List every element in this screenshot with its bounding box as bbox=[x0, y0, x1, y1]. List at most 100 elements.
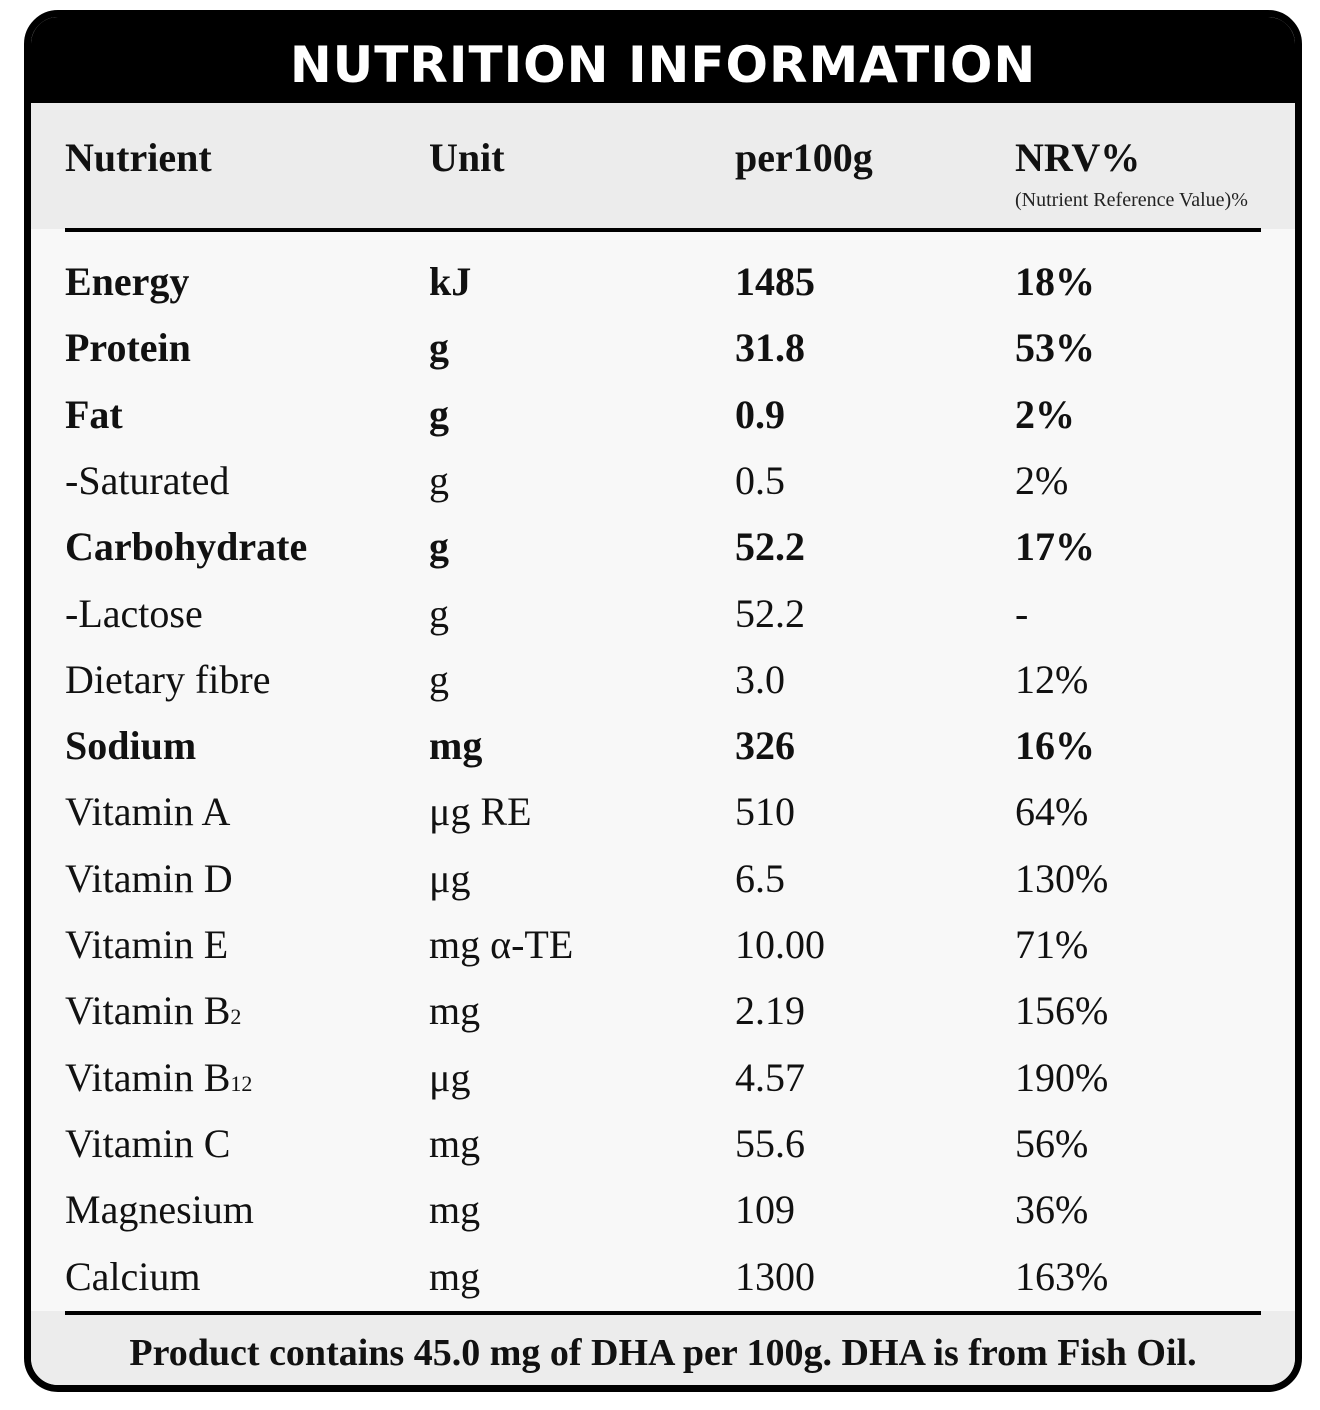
table-row: -Saturated g 0.5 2% bbox=[31, 448, 1295, 514]
nutrient-label: Protein bbox=[65, 325, 191, 371]
table-row: Carbohydrate g 52.2 17% bbox=[31, 514, 1295, 580]
nutrient-nrv: 2% bbox=[1015, 457, 1069, 503]
nutrient-name: Carbohydrate bbox=[65, 514, 307, 580]
nutrient-label: Vitamin B bbox=[65, 988, 231, 1034]
nutrient-name: Fat bbox=[65, 382, 123, 448]
nutrient-unit: g bbox=[429, 524, 449, 570]
table-row: Vitamin B2 mg 2.19 156% bbox=[31, 978, 1295, 1044]
nutrition-panel: NUTRITION INFORMATION Nutrient Unit per1… bbox=[24, 10, 1302, 1392]
nutrient-unit: mg α-TE bbox=[429, 922, 574, 967]
nutrient-unit: g bbox=[429, 656, 449, 702]
nutrient-label: Carbohydrate bbox=[65, 524, 308, 570]
nutrient-per100g: 55.6 bbox=[735, 1120, 805, 1166]
nutrient-per100g: 109 bbox=[735, 1187, 795, 1233]
nutrient-per100g: 2.19 bbox=[735, 988, 805, 1034]
nutrient-unit: g bbox=[429, 590, 449, 636]
nutrient-label: Vitamin C bbox=[65, 1120, 231, 1166]
nutrient-nrv: 2% bbox=[1015, 391, 1075, 437]
footer-divider bbox=[65, 1311, 1261, 1315]
table-row: Vitamin C mg 55.6 56% bbox=[31, 1111, 1295, 1177]
nutrient-unit: mg bbox=[429, 988, 481, 1034]
nutrient-unit: g bbox=[429, 391, 449, 437]
header-unit: Unit bbox=[429, 135, 505, 180]
header-nrv: NRV% bbox=[1015, 135, 1141, 180]
nutrient-nrv: 17% bbox=[1015, 524, 1095, 570]
table-row: Energy kJ 1485 18% bbox=[31, 249, 1295, 315]
nutrient-nrv: 53% bbox=[1015, 325, 1095, 371]
nutrient-per100g: 52.2 bbox=[735, 590, 805, 636]
nutrient-label: Sodium bbox=[65, 723, 197, 769]
nutrient-per100g: 10.00 bbox=[735, 922, 825, 967]
nutrient-subscript: 12 bbox=[230, 1070, 253, 1096]
nutrient-nrv: 12% bbox=[1015, 656, 1089, 702]
table-row: Sodium mg 326 16% bbox=[31, 713, 1295, 779]
nutrient-label: -Lactose bbox=[65, 590, 203, 636]
table-row: Vitamin D μg 6.5 130% bbox=[31, 846, 1295, 912]
panel-title: NUTRITION INFORMATION bbox=[31, 17, 1295, 103]
nutrient-per100g: 31.8 bbox=[735, 325, 805, 371]
nutrient-name: -Lactose bbox=[65, 581, 203, 647]
nutrient-label: -Saturated bbox=[65, 457, 230, 503]
nutrient-unit: mg bbox=[429, 1187, 481, 1233]
header-band bbox=[31, 103, 1295, 229]
table-row: Calcium mg 1300 163% bbox=[31, 1244, 1295, 1310]
nutrient-unit: μg RE bbox=[429, 789, 532, 835]
nutrient-unit: mg bbox=[429, 723, 483, 769]
nutrient-name: Vitamin D bbox=[65, 846, 233, 912]
header-per100g: per100g bbox=[735, 135, 873, 180]
nutrient-name: Vitamin E bbox=[65, 912, 228, 978]
nutrient-name: Vitamin A bbox=[65, 779, 230, 845]
table-row: Dietary fibre g 3.0 12% bbox=[31, 647, 1295, 713]
nutrient-label: Magnesium bbox=[65, 1187, 254, 1233]
nutrient-label: Vitamin D bbox=[65, 855, 233, 901]
table-row: -Lactose g 52.2 - bbox=[31, 581, 1295, 647]
nutrient-per100g: 0.5 bbox=[735, 457, 785, 503]
nutrient-per100g: 1300 bbox=[735, 1253, 815, 1299]
nutrient-label: Calcium bbox=[65, 1253, 201, 1299]
nutrient-unit: μg bbox=[429, 855, 471, 901]
nutrient-per100g: 52.2 bbox=[735, 524, 805, 570]
nutrient-label: Vitamin B bbox=[65, 1054, 231, 1100]
nutrient-nrv: 156% bbox=[1015, 988, 1109, 1034]
table-row: Vitamin B12 μg 4.57 190% bbox=[31, 1045, 1295, 1111]
nutrient-name: Vitamin C bbox=[65, 1111, 230, 1177]
nutrient-name: Energy bbox=[65, 249, 189, 315]
nutrient-label: Fat bbox=[65, 391, 123, 437]
nutrient-label: Energy bbox=[65, 259, 190, 304]
nutrient-per100g: 0.9 bbox=[735, 391, 785, 437]
nutrient-name: Magnesium bbox=[65, 1177, 254, 1243]
nutrient-nrv: 71% bbox=[1015, 922, 1089, 967]
nutrient-label: Vitamin A bbox=[65, 789, 231, 835]
table-row: Protein g 31.8 53% bbox=[31, 315, 1295, 381]
nutrient-nrv: 36% bbox=[1015, 1187, 1089, 1233]
nutrient-name: Dietary fibre bbox=[65, 647, 270, 713]
nutrient-per100g: 4.57 bbox=[735, 1054, 805, 1100]
table-row: Fat g 0.9 2% bbox=[31, 382, 1295, 448]
nutrient-nrv: - bbox=[1015, 590, 1029, 636]
header-nutrient: Nutrient bbox=[65, 135, 212, 180]
nutrient-nrv: 130% bbox=[1015, 855, 1109, 901]
nutrient-nrv: 56% bbox=[1015, 1120, 1089, 1166]
footer-band bbox=[31, 1311, 1295, 1385]
nutrient-per100g: 510 bbox=[735, 789, 795, 835]
nutrient-label: Dietary fibre bbox=[65, 656, 271, 702]
nutrient-nrv: 163% bbox=[1015, 1253, 1109, 1299]
nutrient-nrv: 64% bbox=[1015, 789, 1089, 835]
header-divider bbox=[65, 228, 1261, 232]
table-row: Vitamin E mg α-TE 10.00 71% bbox=[31, 912, 1295, 978]
nutrient-unit: kJ bbox=[429, 259, 472, 304]
nutrient-name: Calcium bbox=[65, 1244, 201, 1310]
nutrient-unit: mg bbox=[429, 1120, 481, 1166]
nutrient-label: Vitamin E bbox=[65, 922, 229, 967]
nutrient-unit: μg bbox=[429, 1054, 471, 1100]
table-row: Magnesium mg 109 36% bbox=[31, 1177, 1295, 1243]
nutrient-unit: g bbox=[429, 325, 449, 371]
nutrient-name: Protein bbox=[65, 315, 191, 381]
nutrient-nrv: 16% bbox=[1015, 723, 1095, 769]
header-nrv-note: (Nutrient Reference Value)% bbox=[1015, 189, 1248, 211]
table-row: Vitamin A μg RE 510 64% bbox=[31, 779, 1295, 845]
nutrient-per100g: 1485 bbox=[735, 259, 815, 304]
nutrient-name: Vitamin B12 bbox=[65, 1045, 252, 1117]
nutrient-unit: g bbox=[429, 457, 449, 503]
nutrient-nrv: 18% bbox=[1015, 259, 1095, 304]
